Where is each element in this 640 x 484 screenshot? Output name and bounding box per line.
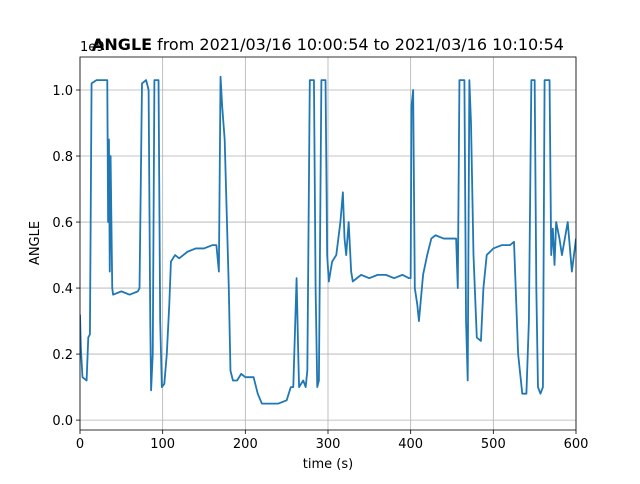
- x-tick-label: 100: [150, 437, 175, 452]
- y-tick-label: 0.6: [52, 216, 73, 231]
- plot-frame: [79, 56, 577, 431]
- x-tick-label: 500: [481, 437, 506, 452]
- x-tick-label: 400: [398, 437, 423, 452]
- y-axis-label: ANGLE: [28, 221, 43, 265]
- x-tick-label: 200: [233, 437, 258, 452]
- y-tick-label: 0.2: [52, 348, 73, 363]
- x-tick-label: 300: [316, 437, 341, 452]
- x-tick-label: 600: [564, 437, 589, 452]
- chart-title: ANGLE from 2021/03/16 10:00:54 to 2021/03…: [92, 35, 564, 54]
- title-rest: from 2021/03/16 10:00:54 to 2021/03/16 1…: [157, 35, 564, 54]
- y-tick-label: 0.4: [52, 282, 73, 297]
- y-tick-label: 1.0: [52, 84, 73, 99]
- data-line: [80, 75, 576, 405]
- title-bold: ANGLE: [92, 35, 152, 54]
- x-tick-label: 0: [76, 437, 84, 452]
- offset-text: 1e9: [80, 40, 105, 55]
- y-tick-label: 0.0: [52, 414, 73, 429]
- y-tick-label: 0.8: [52, 150, 73, 165]
- x-axis-label: time (s): [303, 457, 353, 472]
